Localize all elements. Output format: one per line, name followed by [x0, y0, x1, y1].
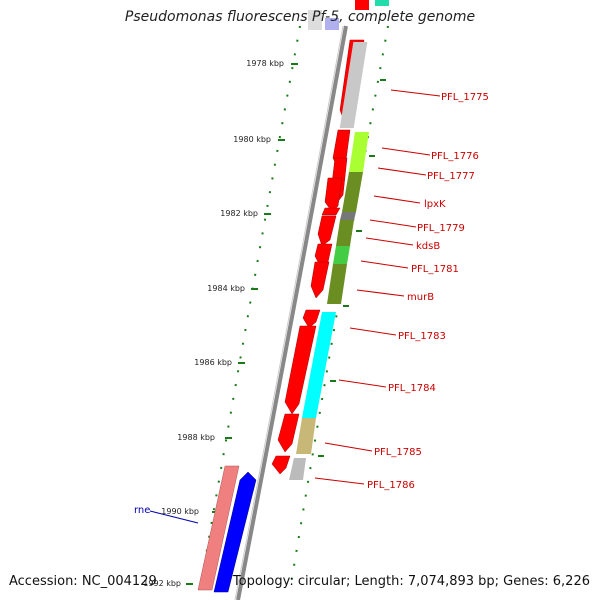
- gene-PFL_1783-arrow: [302, 309, 321, 329]
- gene-label-rne: rne: [134, 505, 150, 516]
- accession-text: Accession: NC_004129: [9, 574, 157, 589]
- gene-label-lpxK: lpxK: [424, 199, 446, 210]
- gene-PFL_1786-arrow: [271, 455, 291, 475]
- gene-pseudo-bar: [197, 465, 240, 591]
- gene-kdsB-arrow: [317, 215, 337, 247]
- tick-label: 1990 kbp: [161, 507, 199, 516]
- tick-label: 1980 kbp: [233, 135, 271, 144]
- gene-block-top-teal: [375, 0, 389, 6]
- gene-rne-arrow: [213, 471, 257, 593]
- gene-label-PFL_1777: PFL_1777: [427, 171, 475, 182]
- tick-label: 1978 kbp: [246, 59, 284, 68]
- map-title: Pseudomonas fluorescens Pf-5, complete g…: [124, 9, 476, 25]
- gene-block-top-lavender: [325, 18, 339, 30]
- tick-label: 1982 kbp: [220, 209, 258, 218]
- gene-label-PFL_1776: PFL_1776: [431, 151, 479, 162]
- rne-leader: [149, 510, 199, 524]
- gene-labels: PFL_1775 PFL_1776 PFL_1777 lpxK PFL_1779…: [134, 92, 489, 516]
- gene-lpxK-arrow: [324, 177, 343, 213]
- gene-PFL_1785-arrow: [277, 413, 300, 453]
- gene-label-murB: murB: [407, 292, 434, 303]
- gene-label-PFL_1779: PFL_1779: [417, 223, 465, 234]
- label-leaders: [314, 89, 441, 485]
- gene-label-PFL_1783: PFL_1783: [398, 331, 446, 342]
- major-ticks: [186, 63, 386, 585]
- gene-label-kdsB: kdsB: [416, 241, 440, 252]
- gene-block-top-grey: [308, 10, 322, 30]
- gene-label-PFL_1784: PFL_1784: [388, 383, 436, 394]
- gene-PFL_1779-arrow: [321, 207, 341, 216]
- gene-label-PFL_1781: PFL_1781: [411, 264, 459, 275]
- genome-backbone: [234, 25, 348, 600]
- tick-label: 1992 kbp: [143, 579, 181, 588]
- tick-track-left: [199, 25, 301, 591]
- genome-stats-text: Topology: circular; Length: 7,074,893 bp…: [232, 574, 590, 589]
- gene-label-PFL_1786: PFL_1786: [367, 480, 415, 491]
- tick-label: 1986 kbp: [194, 358, 232, 367]
- gene-block-PFL_1775-grey: [339, 42, 368, 128]
- tick-label: 1984 kbp: [207, 284, 245, 293]
- gene-label-PFL_1785: PFL_1785: [374, 447, 422, 458]
- gene-label-PFL_1775: PFL_1775: [441, 92, 489, 103]
- gene-murB-arrow: [310, 261, 330, 299]
- tick-labels: 1978 kbp 1980 kbp 1982 kbp 1984 kbp 1986…: [143, 59, 284, 588]
- gene-PFL_1784-arrow: [284, 325, 317, 415]
- tick-track-right: [289, 25, 389, 591]
- gene-block-top-red: [355, 0, 369, 10]
- tick-label: 1988 kbp: [177, 433, 215, 442]
- function-bars: [289, 132, 369, 480]
